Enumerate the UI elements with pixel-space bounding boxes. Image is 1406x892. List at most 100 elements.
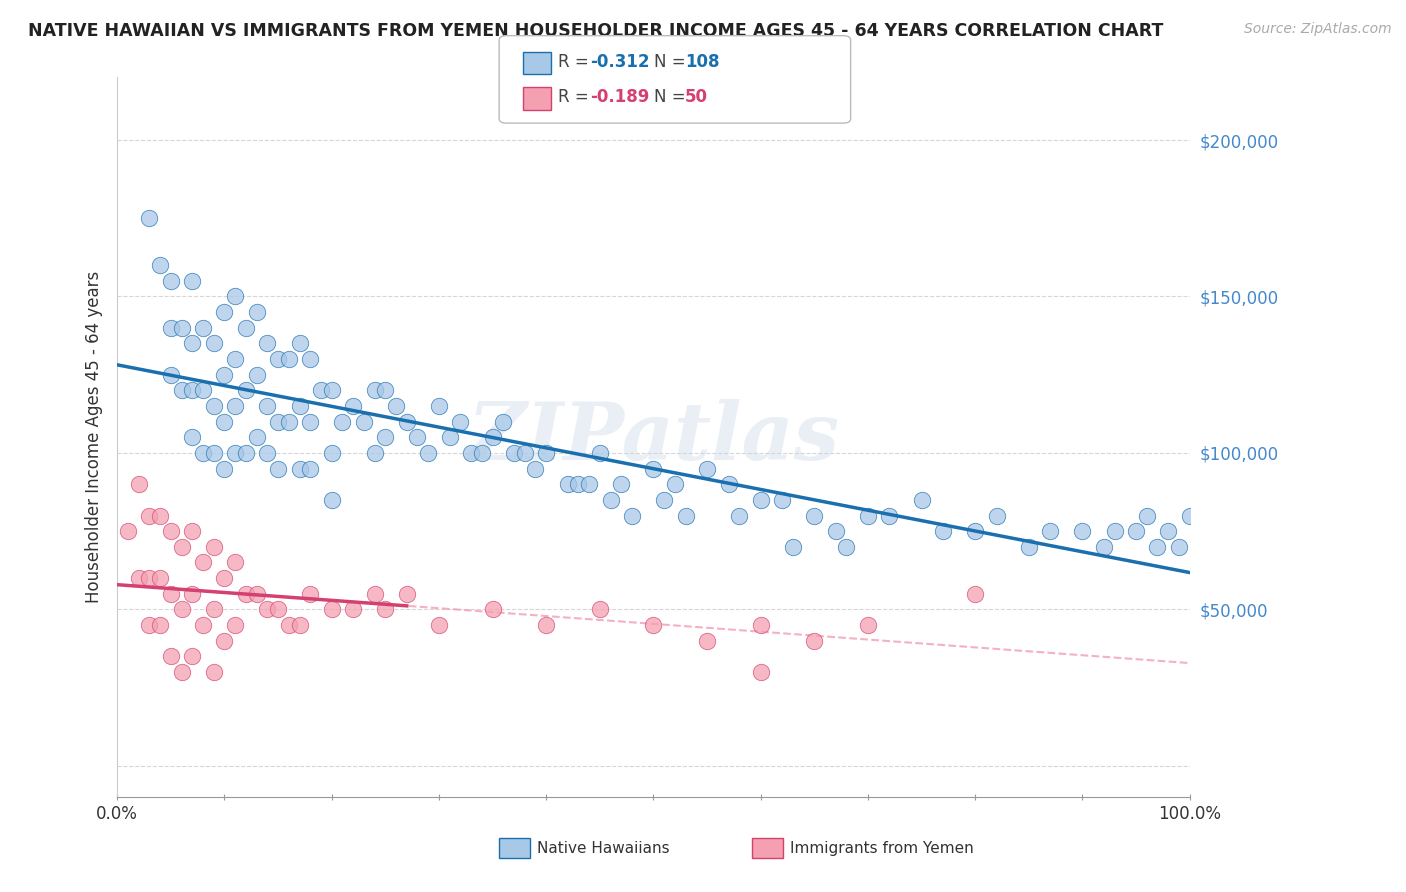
- Point: [288, 618, 311, 632]
- Point: [309, 384, 332, 398]
- Point: [481, 602, 503, 616]
- Point: [385, 399, 408, 413]
- Point: [728, 508, 751, 523]
- Point: [191, 320, 214, 334]
- Point: [503, 446, 526, 460]
- Point: [277, 415, 299, 429]
- Point: [578, 477, 600, 491]
- Point: [1104, 524, 1126, 538]
- Point: [288, 399, 311, 413]
- Point: [267, 602, 290, 616]
- Point: [534, 446, 557, 460]
- Point: [256, 602, 278, 616]
- Point: [824, 524, 846, 538]
- Point: [117, 524, 139, 538]
- Point: [1136, 508, 1159, 523]
- Point: [170, 665, 193, 679]
- Point: [363, 587, 385, 601]
- Point: [170, 540, 193, 554]
- Point: [224, 352, 246, 367]
- Point: [1039, 524, 1062, 538]
- Point: [202, 665, 225, 679]
- Point: [128, 571, 150, 585]
- Point: [374, 602, 396, 616]
- Text: R =: R =: [558, 53, 595, 70]
- Point: [246, 305, 269, 319]
- Point: [395, 587, 418, 601]
- Point: [191, 556, 214, 570]
- Point: [342, 399, 364, 413]
- Text: Immigrants from Yemen: Immigrants from Yemen: [790, 841, 974, 855]
- Point: [202, 540, 225, 554]
- Point: [986, 508, 1008, 523]
- Point: [427, 618, 450, 632]
- Point: [513, 446, 536, 460]
- Point: [406, 430, 429, 444]
- Point: [1178, 508, 1201, 523]
- Point: [1157, 524, 1180, 538]
- Point: [652, 492, 675, 507]
- Point: [299, 415, 322, 429]
- Point: [965, 524, 987, 538]
- Point: [138, 618, 160, 632]
- Point: [256, 399, 278, 413]
- Point: [492, 415, 515, 429]
- Point: [374, 384, 396, 398]
- Point: [749, 665, 772, 679]
- Point: [299, 352, 322, 367]
- Point: [481, 430, 503, 444]
- Point: [299, 587, 322, 601]
- Point: [856, 618, 879, 632]
- Point: [277, 352, 299, 367]
- Point: [159, 320, 181, 334]
- Point: [159, 274, 181, 288]
- Point: [749, 618, 772, 632]
- Point: [128, 477, 150, 491]
- Point: [749, 492, 772, 507]
- Point: [332, 415, 354, 429]
- Point: [202, 399, 225, 413]
- Text: -0.312: -0.312: [591, 53, 650, 70]
- Point: [170, 602, 193, 616]
- Point: [696, 633, 718, 648]
- Point: [524, 461, 547, 475]
- Text: -0.189: -0.189: [591, 88, 650, 106]
- Point: [835, 540, 858, 554]
- Point: [214, 571, 236, 585]
- Point: [224, 399, 246, 413]
- Point: [449, 415, 471, 429]
- Point: [181, 649, 204, 664]
- Text: NATIVE HAWAIIAN VS IMMIGRANTS FROM YEMEN HOUSEHOLDER INCOME AGES 45 - 64 YEARS C: NATIVE HAWAIIAN VS IMMIGRANTS FROM YEMEN…: [28, 22, 1164, 40]
- Point: [620, 508, 643, 523]
- Point: [675, 508, 697, 523]
- Point: [202, 446, 225, 460]
- Point: [321, 446, 343, 460]
- Point: [214, 633, 236, 648]
- Point: [460, 446, 482, 460]
- Point: [138, 211, 160, 226]
- Point: [1092, 540, 1115, 554]
- Point: [1018, 540, 1040, 554]
- Point: [181, 384, 204, 398]
- Text: N =: N =: [654, 53, 690, 70]
- Point: [235, 320, 257, 334]
- Point: [932, 524, 955, 538]
- Point: [353, 415, 375, 429]
- Point: [181, 336, 204, 351]
- Point: [277, 618, 299, 632]
- Point: [1125, 524, 1147, 538]
- Point: [321, 492, 343, 507]
- Point: [235, 384, 257, 398]
- Point: [557, 477, 579, 491]
- Point: [256, 336, 278, 351]
- Point: [214, 368, 236, 382]
- Point: [159, 587, 181, 601]
- Point: [363, 446, 385, 460]
- Point: [567, 477, 589, 491]
- Text: 108: 108: [685, 53, 720, 70]
- Point: [235, 587, 257, 601]
- Point: [224, 618, 246, 632]
- Text: N =: N =: [654, 88, 690, 106]
- Point: [342, 602, 364, 616]
- Point: [782, 540, 804, 554]
